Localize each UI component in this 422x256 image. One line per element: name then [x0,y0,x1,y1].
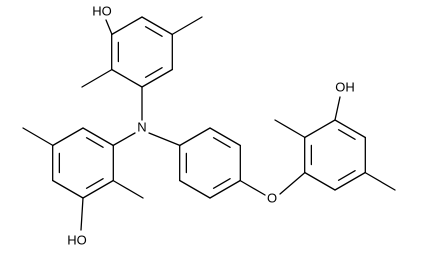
double-bond [85,137,104,148]
bond [239,179,266,196]
atom-label: OH [335,79,355,94]
bond [81,68,113,88]
atom-label: HO [92,3,112,18]
atom-label: O [267,190,277,205]
ring-bond [334,171,366,191]
ring-bond [334,119,366,139]
ring-bond [52,179,84,199]
bond [274,119,306,139]
ring-bond [111,16,143,36]
bond [80,197,84,231]
ring-bond [209,127,241,147]
ring-bond [111,68,143,88]
ring-bond [52,127,84,147]
ring-bond [82,179,114,199]
double-bond [337,170,356,181]
bond [112,132,136,147]
bond [148,132,181,147]
ring-bond [304,119,336,139]
double-bond [337,129,356,140]
double-bond [85,178,104,189]
bond [105,19,113,36]
bond [364,171,396,191]
bond [22,127,54,147]
atom-label: HO [67,232,87,247]
ring-bond [179,127,211,147]
ring-bond [304,171,336,191]
double-bond [144,67,163,78]
ring-bond [82,127,114,147]
double-bond [144,26,163,37]
bond [171,16,203,36]
ring-bond [141,68,173,88]
bond [112,179,144,199]
double-bond [212,137,231,148]
ring-bond [209,179,241,199]
atom-label: N [137,119,146,134]
bond [279,171,306,195]
double-bond [212,178,231,189]
ring-bond [141,16,173,36]
bond [334,96,341,121]
ring-bond [179,179,211,199]
